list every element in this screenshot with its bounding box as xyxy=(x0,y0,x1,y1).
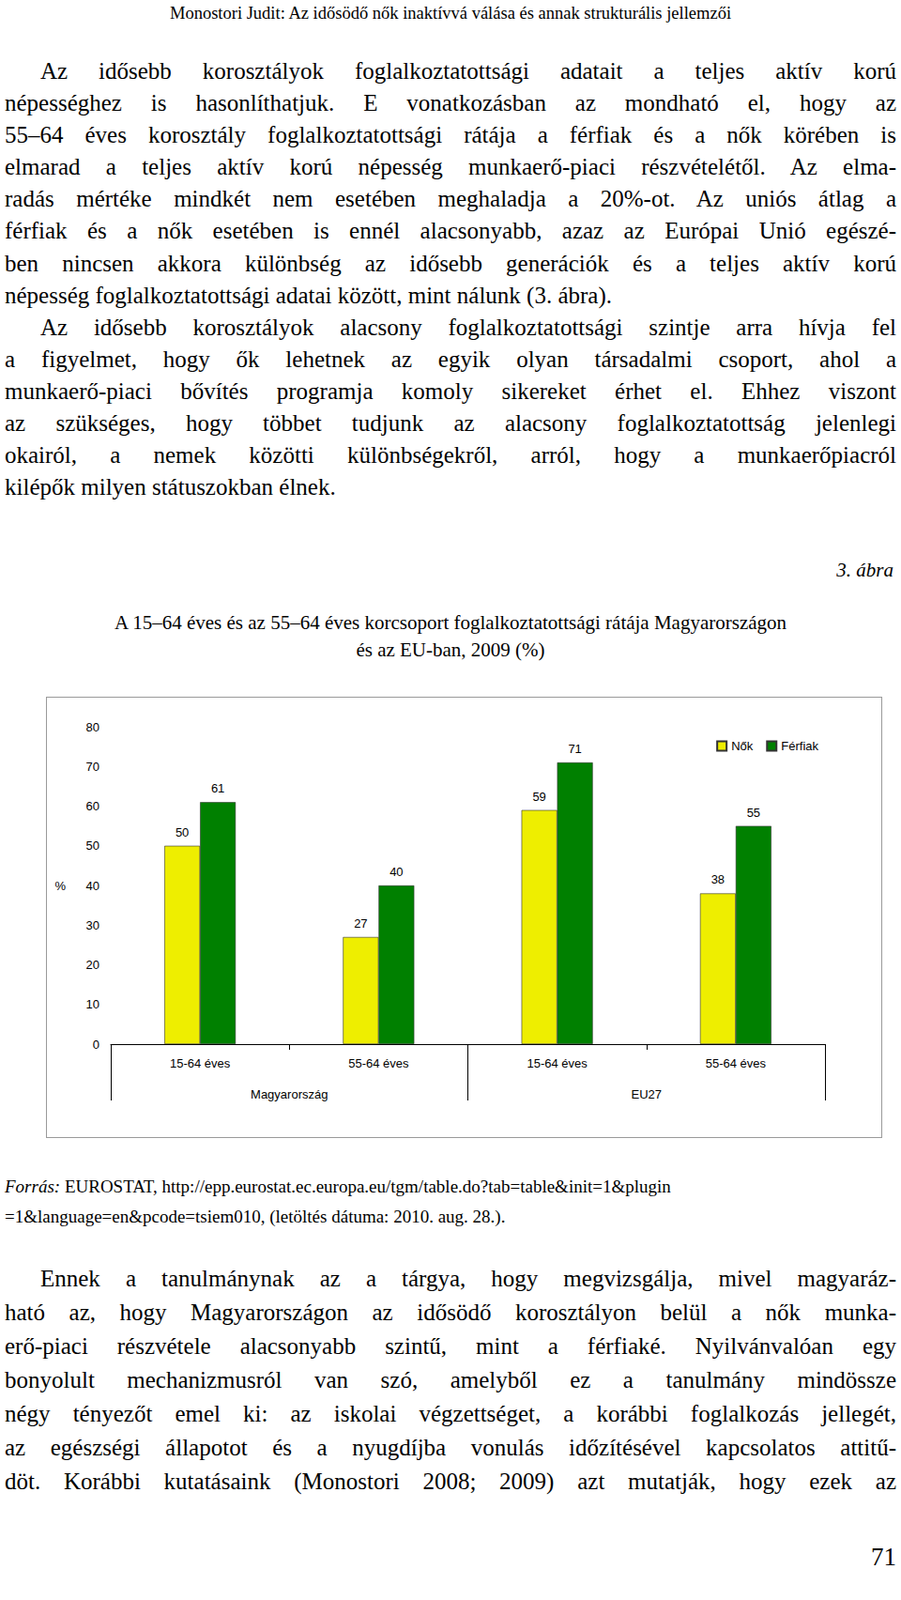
html-text:okairól, a nemek közötti külön: okairól, a nemek közötti különbségekről,… xyxy=(4,442,897,468)
svg-text:59: 59 xyxy=(532,789,546,804)
html-text:az egészségi állapotot és a ny: az egészségi állapotot és a nyugdíjba vo… xyxy=(4,1434,897,1460)
html-text:ben nincsen akkora különbség a: ben nincsen akkora különbség az idősebb … xyxy=(4,250,897,276)
svg-text:70: 70 xyxy=(86,759,100,774)
svg-text:55-64 éves: 55-64 éves xyxy=(705,1055,767,1070)
html-text:munkaerő-piaci bővítés program: munkaerő-piaci bővítés programja komoly … xyxy=(4,378,897,404)
html-text:=1&language=en&pcode=tsiem010,: =1&language=en&pcode=tsiem010, (letöltés… xyxy=(4,1206,506,1226)
html-text:Forrás: EUROSTAT, http://epp.e: Forrás: EUROSTAT, http://epp.eurostat.ec… xyxy=(4,1175,671,1196)
html-text:férfiak és a nők esetében is e: férfiak és a nők esetében is ennél alacs… xyxy=(4,218,897,244)
svg-text:50: 50 xyxy=(86,838,100,853)
svg-text:15-64 éves: 15-64 éves xyxy=(526,1055,588,1070)
svg-text:50: 50 xyxy=(175,824,189,840)
svg-text:20: 20 xyxy=(86,957,100,972)
svg-text:27: 27 xyxy=(353,916,367,931)
svg-text:10: 10 xyxy=(86,996,100,1011)
svg-text:40: 40 xyxy=(389,864,403,879)
html-text:népesség foglalkoztatottsági a: népesség foglalkoztatottsági adatai közö… xyxy=(4,282,612,308)
html-text:az szükséges, hogy többet tudj: az szükséges, hogy többet tudjunk az ala… xyxy=(4,410,897,436)
html-text:négy tényezőt emel ki: az isko: négy tényezőt emel ki: az iskolai végzet… xyxy=(4,1400,897,1426)
svg-text:61: 61 xyxy=(211,780,225,795)
svg-text:55-64 éves: 55-64 éves xyxy=(348,1055,410,1070)
svg-text:Nők: Nők xyxy=(731,738,754,753)
html-text:és az EU-ban, 2009 (%): és az EU-ban, 2009 (%) xyxy=(356,638,545,661)
html-text:erő-piaci részvétele alacsonya: erő-piaci részvétele alacsonyabb szintű,… xyxy=(4,1332,897,1359)
svg-text:55: 55 xyxy=(747,805,761,820)
html-text:a figyelmet, hogy ők lehetnek: a figyelmet, hogy ők lehetnek az egyik o… xyxy=(4,346,897,372)
html-text:Ennek a tanulmánynak az a tárg: Ennek a tanulmánynak az a tárgya, hogy m… xyxy=(40,1265,897,1291)
html-text:Az idősebb korosztályok alacso: Az idősebb korosztályok alacsony foglalk… xyxy=(40,314,897,340)
html-text:népességhez is hasonlíthatjuk.: népességhez is hasonlíthatjuk. E vonatko… xyxy=(4,90,897,116)
svg-text:0: 0 xyxy=(92,1037,100,1052)
svg-text:15-64 éves: 15-64 éves xyxy=(169,1055,231,1070)
html-text:elmarad a teljes aktív korú né: elmarad a teljes aktív korú népesség mun… xyxy=(4,154,897,180)
html-text:radás mértéke mindkét nem eset: radás mértéke mindkét nem esetében megha… xyxy=(4,186,897,212)
html-text:71: 71 xyxy=(870,1542,897,1571)
svg-text:Magyarország: Magyarország xyxy=(250,1086,328,1101)
html-text:bonyolult mechanizmusról van s: bonyolult mechanizmusról van szó, amelyb… xyxy=(4,1366,897,1392)
html-text:döt. Korábbi kutatásaink (Mono: döt. Korábbi kutatásaink (Monostori 2008… xyxy=(4,1467,897,1494)
svg-text:38: 38 xyxy=(711,871,725,886)
html-text:A 15–64 éves és az 55–64 éves: A 15–64 éves és az 55–64 éves korcsoport… xyxy=(114,610,787,634)
svg-text:80: 80 xyxy=(86,719,100,734)
html-text:3. ábra: 3. ábra xyxy=(836,558,894,581)
svg-text:30: 30 xyxy=(86,917,100,932)
html-text:ható az, hogy Magyarországon a: ható az, hogy Magyarországon az idősödő … xyxy=(4,1298,897,1325)
svg-text:40: 40 xyxy=(86,878,100,893)
svg-text:71: 71 xyxy=(567,741,581,756)
html-text:Az idősebb korosztályok foglal: Az idősebb korosztályok foglalkoztatotts… xyxy=(40,58,897,84)
svg-text:Férfiak: Férfiak xyxy=(780,738,819,753)
html-text:kilépők milyen státuszokban él: kilépők milyen státuszokban élnek. xyxy=(4,474,336,500)
html-text:Monostori Judit: Az idősödő nő: Monostori Judit: Az idősödő nők inaktívv… xyxy=(169,3,732,23)
svg-text:EU27: EU27 xyxy=(630,1086,662,1101)
svg-text:60: 60 xyxy=(86,798,100,813)
svg-text:%: % xyxy=(54,878,66,893)
html-text:55–64 éves korosztály foglalko: 55–64 éves korosztály foglalkoztatottság… xyxy=(4,122,897,148)
